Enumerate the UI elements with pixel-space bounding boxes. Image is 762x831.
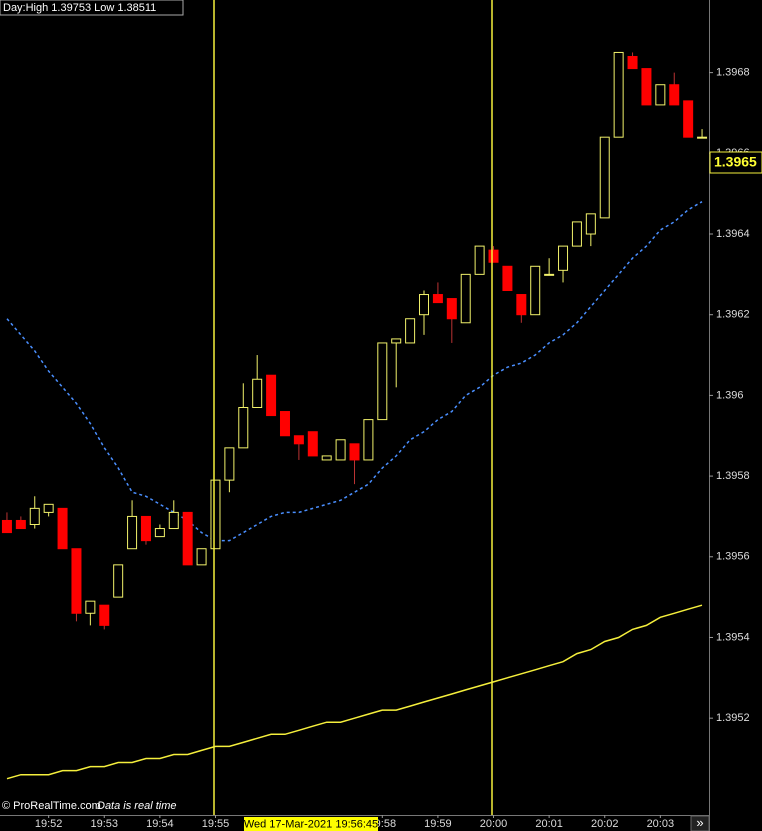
candle-body [29,507,40,526]
candle-body [669,84,680,106]
candle-body [1,519,12,534]
x-tick-label: 19:54 [146,818,174,830]
y-tick-label: 1.3962 [716,309,750,321]
x-tick-label: 20:03 [647,818,675,830]
candle-body [627,55,638,70]
last-price: 1.3965 [714,154,757,170]
candle-body [321,455,332,461]
x-tick-label: 19:52 [35,818,63,830]
candle-body [99,604,110,626]
x-tick-label: 19:53 [90,818,118,830]
candle-body [419,294,430,316]
candle-body [349,443,360,461]
plot-area [1,51,708,780]
day-range: Day:High 1.39753 Low 1.38511 [3,2,156,14]
candle-body [168,511,179,530]
candle-body [85,600,96,614]
candle-body [252,378,263,408]
x-tick-label: 20:00 [480,818,508,830]
candle-body [196,548,207,566]
candle-body [57,507,68,550]
data-status: Data is real time [97,800,176,812]
moving-average [6,604,703,780]
candle-body [446,298,457,320]
candle-body [43,503,54,513]
y-tick-label: 1.3958 [716,470,750,482]
x-tick-label: 19:55 [202,818,230,830]
candle-body [113,564,124,598]
x-tick-label: 19:59 [424,818,452,830]
candle-body [655,84,666,106]
candle-body [210,479,221,550]
scroll-button[interactable] [690,815,710,831]
copyright: © ProRealTime.com [2,800,101,812]
candle-body [530,265,541,316]
candle-body [488,249,499,263]
candle-body [502,265,513,291]
y-tick-label: 1.3964 [716,228,750,240]
candle-body [391,338,402,344]
candle-body [363,419,374,461]
candle-body [154,528,165,538]
candle-body [474,245,485,275]
cursor-time-box [244,817,378,831]
candle-body [405,318,416,344]
candle-body [516,294,527,316]
axes: 1.3952 1.3954 1.3956 1.3958 1.396 1.3962 1.396… [35,67,750,830]
candle-body [432,294,443,304]
y-tick-label: 1.3956 [716,551,750,563]
moving-average [6,201,703,542]
candle-body [15,519,26,530]
candle-body [544,273,555,276]
candle-body [238,407,249,449]
last-price-box [709,151,762,174]
x-tick-label: 20:01 [535,818,563,830]
candle-body [335,439,346,461]
candle-body [71,548,82,614]
x-tick-label: 20:02 [591,818,619,830]
y-tick-label: 1.3952 [716,712,750,724]
y-tick-label: 1.396 [716,389,744,401]
candle-body [307,431,318,457]
candle-body [571,221,582,247]
y-tick-label: 1.3954 [716,631,750,643]
candle-body [293,435,304,445]
candle-body [140,515,151,542]
candle-body [599,136,610,219]
candle-body [279,411,290,437]
candle-body [127,515,138,550]
candle-body [683,100,694,138]
candle-body [460,273,471,324]
cursor-time: Wed 17-Mar-2021 19:56:45 [244,818,378,830]
candle-body [697,136,708,139]
scroll-button-label[interactable]: » [696,815,703,830]
candle-body [266,374,277,417]
candle-body [613,51,624,138]
candle-body [585,213,596,235]
candle-body [558,245,569,271]
candle-body [641,68,652,106]
candle-body [224,447,235,481]
day-range-box [0,0,184,16]
candle-body [377,342,388,421]
candle-body [182,511,193,566]
y-tick-label: 1.3968 [716,67,750,79]
